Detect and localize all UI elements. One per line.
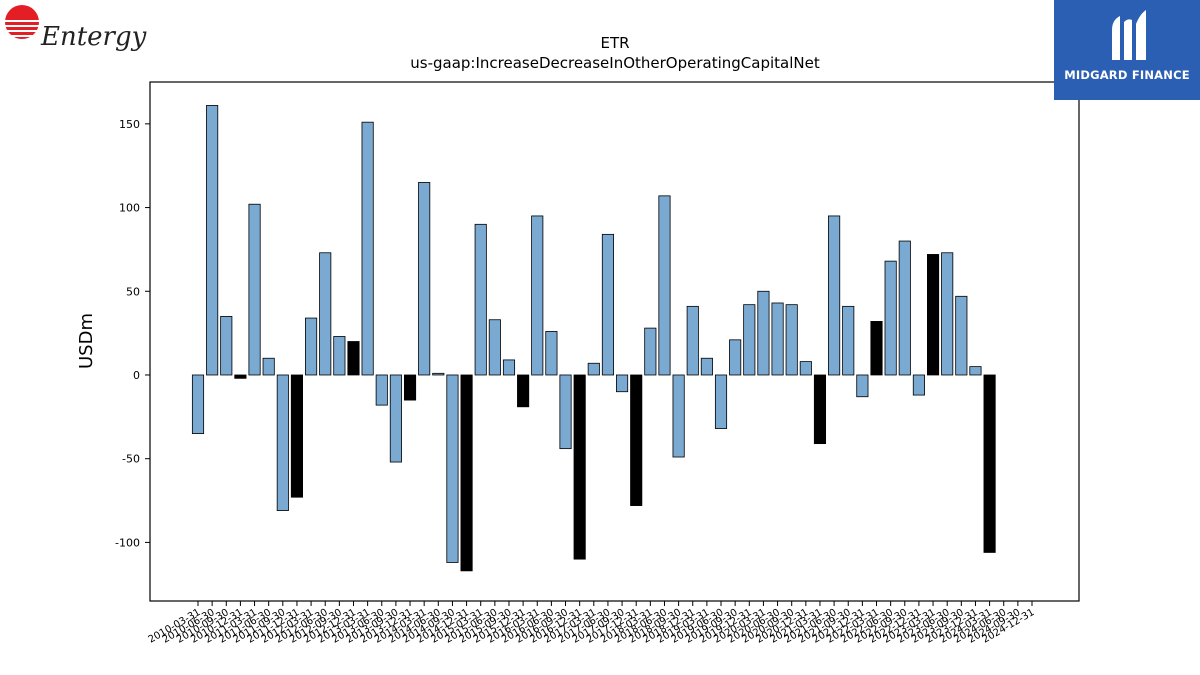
bar-2011-09-30 [276,374,289,511]
bar-2014-12-31 [460,374,473,572]
bar-2012-09-30 [333,336,346,376]
bar-2013-06-30 [375,374,388,406]
bar-2021-09-30 [842,305,855,376]
bar-2023-03-31 [927,254,940,376]
bar-2012-06-30 [319,252,332,376]
y-tick-label: 50 [126,285,140,298]
y-tick-label: 150 [119,118,140,131]
bar-2014-03-31 [418,182,431,376]
bar-2016-09-30 [559,374,572,450]
plot-area-frame [149,81,1080,602]
bar-2018-06-30 [658,195,671,376]
bar-2023-12-31 [969,366,982,376]
entergy-logo-text: Entergy [41,22,147,52]
bar-2020-12-31 [799,361,812,376]
bar-2015-03-31 [474,223,487,376]
bar-2015-12-31 [517,374,530,408]
bar-2022-03-31 [870,321,883,376]
bar-2018-12-31 [686,305,699,376]
bar-2017-03-31 [587,362,600,376]
y-tick-label: -50 [122,453,140,466]
bar-2021-03-31 [813,374,827,445]
bar-2013-03-31 [361,121,374,376]
midgard-emblem-icon [1112,10,1146,60]
bar-2013-09-30 [389,374,402,463]
bar-2017-09-30 [616,374,629,393]
bar-2010-06-30 [206,105,219,376]
midgard-logo-text: MIDGARD FINANCE [1064,68,1190,82]
bar-2010-03-31 [191,374,205,434]
bar-2022-09-30 [898,240,911,376]
bar-2022-12-31 [912,374,925,396]
bar-2019-09-30 [729,339,742,376]
bar-2020-03-31 [757,290,770,376]
bar-2012-12-31 [347,341,360,376]
bar-2019-03-31 [700,357,713,376]
bars-group [191,105,996,572]
bar-2022-06-30 [884,260,897,376]
bar-2010-09-30 [220,315,233,376]
y-axis-label: USDm [76,313,97,369]
x-axis: 2010-03-312010-06-302010-09-302010-12-31… [147,601,1037,646]
bar-2010-12-31 [234,374,247,379]
y-tick-label: -100 [115,536,140,549]
bar-2020-06-30 [771,302,784,376]
bar-2018-03-31 [644,327,657,376]
chart-title: ETR [600,34,629,52]
bar-2021-12-31 [856,374,869,398]
bar-2011-12-31 [290,374,304,498]
bar-2015-06-30 [488,319,501,376]
bar-2018-09-30 [672,374,685,458]
bar-2017-06-30 [601,233,614,376]
bar-2016-12-31 [573,374,586,560]
chart-subtitle: us-gaap:IncreaseDecreaseInOtherOperating… [410,54,820,72]
y-axis: -100 -50 0 50 100 150 [115,118,150,549]
bar-2014-09-30 [446,374,459,563]
bar-2016-03-31 [531,215,544,376]
bar-2012-03-31 [305,317,318,376]
y-tick-label: 0 [133,369,140,382]
bar-2016-06-30 [545,331,558,376]
entergy-logo: Entergy [4,4,146,56]
bar-2019-12-31 [743,304,756,376]
bar-2019-06-30 [714,374,728,429]
bar-2011-06-30 [262,357,275,376]
bar-2024-03-31 [983,374,996,553]
bar-2023-06-30 [941,252,954,376]
bar-2015-09-30 [502,359,516,376]
bar-2011-03-31 [248,203,261,376]
bar-2020-09-30 [785,304,798,376]
entergy-sun-icon [5,5,39,39]
bar-2017-12-31 [630,374,643,506]
bar-2023-09-30 [955,295,968,376]
bar-2014-06-30 [432,372,445,376]
bar-2013-12-31 [403,374,417,401]
midgard-finance-logo: MIDGARD FINANCE [1054,0,1200,100]
bar-2021-06-30 [828,215,841,376]
y-tick-label: 100 [119,202,140,215]
